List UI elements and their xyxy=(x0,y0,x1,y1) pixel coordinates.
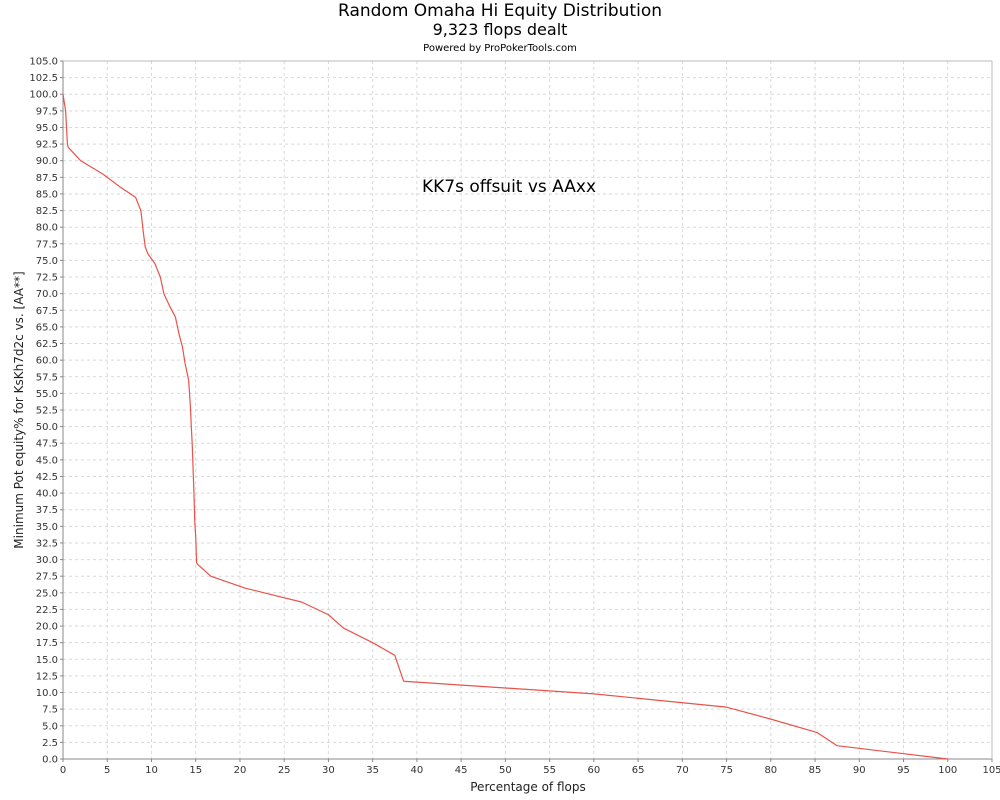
y-tick-label: 87.5 xyxy=(36,173,58,184)
y-tick-label: 92.5 xyxy=(36,140,58,151)
y-tick-label: 65.0 xyxy=(36,322,58,333)
x-tick-label: 95 xyxy=(897,765,910,776)
y-tick-label: 10.0 xyxy=(36,688,58,699)
y-tick-label: 25.0 xyxy=(36,588,58,599)
chart-annotation: KK7s offsuit vs AAxx xyxy=(422,177,596,197)
y-tick-label: 17.5 xyxy=(36,638,58,649)
y-tick-label: 2.5 xyxy=(42,738,58,749)
y-tick-label: 62.5 xyxy=(36,339,58,350)
x-tick-label: 85 xyxy=(809,765,822,776)
y-tick-label: 55.0 xyxy=(36,389,58,400)
y-tick-label: 102.5 xyxy=(29,73,58,84)
y-tick-label: 82.5 xyxy=(36,206,58,217)
y-tick-label: 40.0 xyxy=(36,489,58,500)
y-tick-label: 67.5 xyxy=(36,306,58,317)
x-tick-label: 55 xyxy=(543,765,556,776)
x-tick-label: 105 xyxy=(982,765,1000,776)
y-tick-label: 85.0 xyxy=(36,189,58,200)
y-tick-label: 72.5 xyxy=(36,273,58,284)
y-tick-label: 97.5 xyxy=(36,106,58,117)
x-tick-label: 70 xyxy=(676,765,689,776)
x-axis-label: Percentage of flops xyxy=(470,780,585,794)
y-tick-label: 90.0 xyxy=(36,156,58,167)
y-tick-label: 52.5 xyxy=(36,406,58,417)
y-tick-label: 60.0 xyxy=(36,356,58,367)
x-tick-label: 35 xyxy=(366,765,379,776)
y-tick-label: 77.5 xyxy=(36,239,58,250)
chart-subtitle: 9,323 flops dealt xyxy=(432,20,568,39)
y-tick-label: 30.0 xyxy=(36,555,58,566)
x-tick-label: 30 xyxy=(322,765,335,776)
x-tick-label: 10 xyxy=(145,765,158,776)
y-tick-label: 5.0 xyxy=(42,721,58,732)
chart-title: Random Omaha Hi Equity Distribution xyxy=(338,1,662,21)
y-tick-label: 35.0 xyxy=(36,522,58,533)
y-tick-label: 0.0 xyxy=(42,755,58,766)
x-tick-label: 40 xyxy=(411,765,424,776)
y-tick-label: 27.5 xyxy=(36,572,58,583)
y-tick-label: 80.0 xyxy=(36,223,58,234)
y-tick-label: 47.5 xyxy=(36,439,58,450)
x-tick-label: 80 xyxy=(764,765,777,776)
y-tick-label: 32.5 xyxy=(36,538,58,549)
x-tick-label: 75 xyxy=(720,765,733,776)
x-tick-label: 50 xyxy=(499,765,512,776)
y-tick-label: 70.0 xyxy=(36,289,58,300)
y-tick-label: 15.0 xyxy=(36,655,58,666)
y-tick-label: 57.5 xyxy=(36,372,58,383)
equity-series-line xyxy=(62,94,948,760)
y-tick-label: 95.0 xyxy=(36,123,58,134)
x-tick-label: 25 xyxy=(278,765,291,776)
x-tick-label: 65 xyxy=(632,765,645,776)
y-tick-label: 20.0 xyxy=(36,622,58,633)
grid-lines xyxy=(63,60,993,759)
x-tick-label: 5 xyxy=(104,765,110,776)
tick-labels: 0.0 2.5 5.0 7.5 10.0 12.5 15.0 17.5 20.0 22.5 25.0… xyxy=(29,57,1000,777)
y-tick-label: 22.5 xyxy=(36,605,58,616)
y-tick-label: 7.5 xyxy=(42,705,58,716)
series-layer xyxy=(62,94,948,760)
y-tick-label: 37.5 xyxy=(36,505,58,516)
y-tick-label: 75.0 xyxy=(36,256,58,267)
y-tick-label: 105.0 xyxy=(29,57,58,68)
y-tick-label: 12.5 xyxy=(36,671,58,682)
y-axis-label: Minimum Pot equity% for KsKh7d2c vs. [AA… xyxy=(12,271,26,548)
x-tick-label: 15 xyxy=(189,765,202,776)
axes xyxy=(60,60,993,762)
chart-credit: Powered by ProPokerTools.com xyxy=(423,43,577,54)
x-tick-label: 0 xyxy=(60,765,66,776)
y-tick-label: 50.0 xyxy=(36,422,58,433)
y-tick-label: 42.5 xyxy=(36,472,58,483)
y-tick-label: 100.0 xyxy=(29,90,58,101)
x-tick-label: 20 xyxy=(234,765,247,776)
x-tick-label: 60 xyxy=(587,765,600,776)
x-tick-label: 90 xyxy=(853,765,866,776)
y-tick-label: 45.0 xyxy=(36,455,58,466)
x-tick-label: 100 xyxy=(938,765,957,776)
x-tick-label: 45 xyxy=(455,765,468,776)
